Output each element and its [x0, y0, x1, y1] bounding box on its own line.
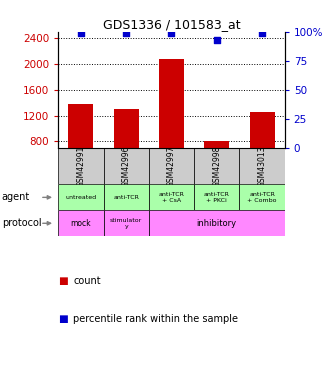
Bar: [159, 59, 184, 148]
Text: anti-TCR
+ PKCi: anti-TCR + PKCi: [204, 192, 230, 203]
Bar: [239, 184, 285, 210]
Bar: [114, 109, 139, 148]
Point: [259, 30, 265, 36]
Text: inhibitory: inhibitory: [197, 219, 237, 228]
Point: [124, 30, 129, 36]
Title: GDS1336 / 101583_at: GDS1336 / 101583_at: [103, 18, 240, 31]
Text: mock: mock: [71, 219, 91, 228]
Text: agent: agent: [2, 192, 30, 202]
Bar: [58, 184, 104, 210]
Text: anti-TCR
+ CsA: anti-TCR + CsA: [159, 192, 184, 203]
Bar: [149, 210, 285, 236]
Text: GSM42998: GSM42998: [212, 146, 221, 187]
Text: protocol: protocol: [2, 218, 41, 228]
Bar: [149, 148, 194, 184]
Text: GSM43013: GSM43013: [257, 146, 267, 187]
Text: stimulator
y: stimulator y: [110, 218, 142, 229]
Bar: [104, 148, 149, 184]
Bar: [58, 148, 104, 184]
Bar: [204, 141, 229, 148]
Text: anti-TCR
+ Combo: anti-TCR + Combo: [247, 192, 277, 203]
Text: untreated: untreated: [65, 195, 97, 200]
Text: count: count: [73, 276, 101, 286]
Bar: [69, 104, 93, 148]
Point: [78, 30, 84, 36]
Text: GSM42996: GSM42996: [122, 146, 131, 187]
Text: GSM42997: GSM42997: [167, 146, 176, 187]
Text: GSM42991: GSM42991: [76, 146, 86, 187]
Bar: [149, 184, 194, 210]
Bar: [250, 112, 274, 148]
Point: [169, 30, 174, 36]
Bar: [58, 210, 104, 236]
Bar: [194, 148, 239, 184]
Point: [214, 37, 219, 43]
Bar: [104, 184, 149, 210]
Bar: [194, 184, 239, 210]
Text: anti-TCR: anti-TCR: [113, 195, 139, 200]
Text: ■: ■: [58, 276, 68, 286]
Bar: [239, 148, 285, 184]
Bar: [104, 210, 149, 236]
Text: percentile rank within the sample: percentile rank within the sample: [73, 314, 238, 324]
Text: ■: ■: [58, 314, 68, 324]
